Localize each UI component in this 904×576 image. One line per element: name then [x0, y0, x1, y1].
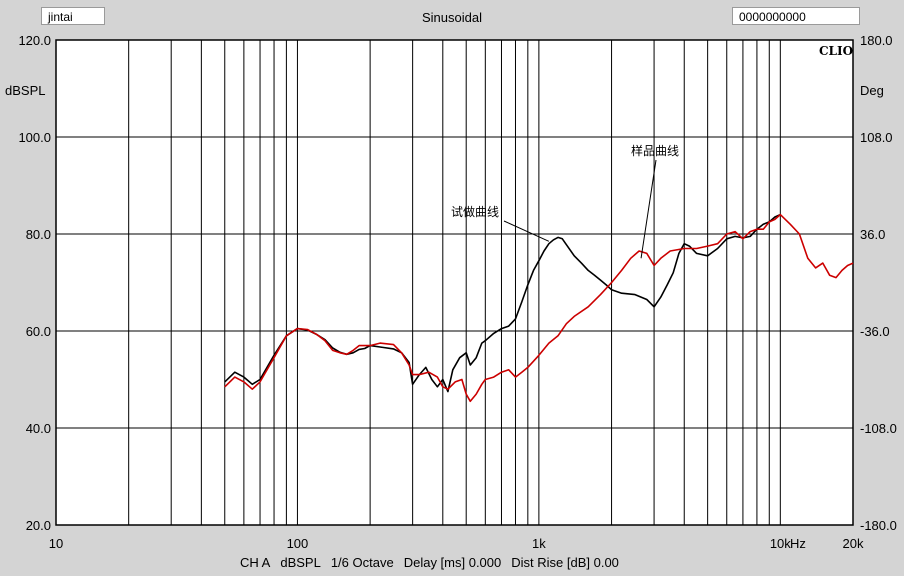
status-footer: CH A dBSPL 1/6 Octave Delay [ms] 0.000 Dist … [240, 555, 629, 570]
x-tick-label: 10 [49, 536, 63, 551]
x-tick-label: 100 [287, 536, 309, 551]
serial-label: 0000000000 [732, 7, 860, 25]
grid [56, 40, 853, 525]
x-tick-label: 20k [843, 536, 864, 551]
dist-rise-label: Dist Rise [dB] 0.00 [511, 555, 619, 570]
y2-tick-label: -180.0 [860, 518, 897, 533]
axis-labels: 120.0 100.0 80.0 60.0 40.0 20.0 180.0 108.0 36.0… [5, 33, 897, 551]
y-tick-label: 60.0 [26, 324, 51, 339]
y2-tick-label: -108.0 [860, 421, 897, 436]
series-layer [224, 213, 854, 403]
y2-tick-label: 36.0 [860, 227, 885, 242]
x-tick-label: 10k [770, 536, 791, 551]
y-tick-label: 80.0 [26, 227, 51, 242]
y2-axis-unit: Deg [860, 83, 884, 98]
delay-label: Delay [ms] 0.000 [403, 555, 502, 570]
annotation-leader [503, 220, 550, 242]
x-axis-unit: Hz [790, 536, 806, 551]
annotation-leader [640, 159, 657, 259]
y-tick-label: 20.0 [26, 518, 51, 533]
y2-tick-label: -36.0 [860, 324, 890, 339]
y-tick-label: 120.0 [18, 33, 51, 48]
y-axis-unit: dBSPL [5, 83, 45, 98]
measurement-title: Sinusoidal [422, 10, 482, 25]
annotation-label: 样品曲线 [631, 143, 679, 158]
y2-tick-label: 108.0 [860, 130, 893, 145]
y2-tick-label: 180.0 [860, 33, 893, 48]
y-tick-label: 100.0 [18, 130, 51, 145]
channel-label: CH A [240, 555, 271, 570]
unit-label: dBSPL [280, 555, 321, 570]
project-label: jintai [41, 7, 105, 25]
annotation-label: 试做曲线 [451, 204, 499, 219]
plot-area [55, 39, 854, 526]
smoothing-label: 1/6 Octave [330, 555, 394, 570]
annotation-leaders [503, 159, 657, 259]
y-tick-label: 40.0 [26, 421, 51, 436]
clio-logo: CLIO [819, 44, 853, 58]
x-tick-label: 1k [532, 536, 546, 551]
series-line-sample [224, 213, 854, 403]
